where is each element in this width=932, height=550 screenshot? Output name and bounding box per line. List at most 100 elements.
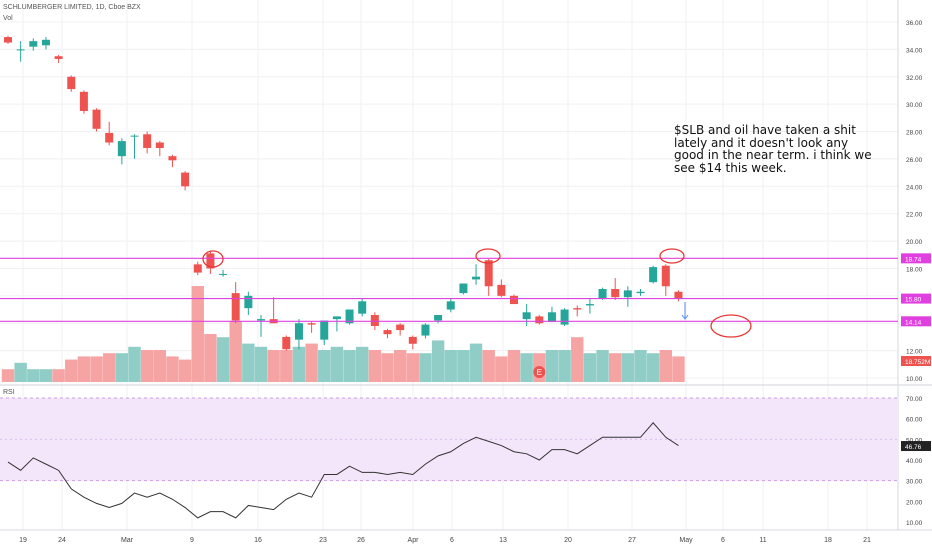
volume-bar	[191, 286, 204, 382]
volume-bar	[621, 353, 635, 382]
candle-body	[497, 284, 506, 296]
candle-body	[370, 315, 379, 326]
volume-bar	[368, 350, 382, 382]
volume-bars	[1, 286, 685, 382]
candle-body	[472, 276, 481, 280]
price-tick-label: 26.00	[906, 157, 923, 164]
drawn-circle	[475, 248, 501, 264]
price-tag-bg	[901, 316, 931, 327]
price-tick-label: 28.00	[906, 130, 923, 137]
price-tag-label: 15.80	[905, 297, 922, 304]
candle-body	[396, 324, 405, 331]
rsi-tick-label: 10.00	[906, 520, 923, 527]
volume-bar	[419, 353, 432, 382]
price-tick-label: 18.00	[906, 266, 923, 273]
price-tick-label: 36.00	[906, 20, 923, 27]
time-tick-label: 23	[319, 537, 327, 544]
candle-body	[484, 260, 493, 287]
volume-bar	[128, 346, 141, 382]
candle-body	[143, 134, 152, 148]
candle-body	[155, 142, 164, 148]
drawn-circle	[659, 248, 685, 264]
candle-body	[674, 291, 683, 299]
volume-bar	[1, 369, 15, 382]
time-tick-label: 26	[357, 537, 365, 544]
candle-body	[206, 253, 215, 269]
candle-body	[611, 289, 620, 298]
candle-body	[573, 308, 582, 310]
candle-body	[16, 49, 25, 51]
volume-bar	[646, 353, 660, 382]
volume-bar	[583, 353, 597, 382]
candle-body	[105, 132, 114, 143]
volume-bar	[659, 350, 672, 382]
volume-bar	[115, 353, 129, 382]
candle-body	[446, 301, 455, 310]
volume-bar	[495, 356, 508, 382]
candle-body	[282, 336, 291, 350]
drawings: E	[202, 248, 752, 378]
volume-bar	[267, 350, 280, 382]
price-tag-label: 14.14	[905, 319, 922, 326]
rsi-series	[7, 422, 679, 519]
price-tick-label: 24.00	[906, 184, 923, 191]
rsi-tick-label: 40.00	[906, 458, 923, 465]
time-tick-label: 6	[721, 537, 725, 544]
candle-body	[79, 91, 88, 111]
candle-body	[332, 316, 341, 320]
time-tick-label: 20	[564, 537, 572, 544]
rsi-tick-label: 50.00	[906, 437, 923, 444]
candle-body	[231, 293, 240, 321]
volume-bar	[406, 353, 419, 382]
candle-body	[522, 312, 531, 320]
candle-body	[307, 323, 316, 325]
price-tick-label: 22.00	[906, 212, 923, 219]
price-tick-label: 20.00	[906, 239, 923, 246]
volume-bar	[482, 350, 495, 382]
time-tick-label: 27	[628, 537, 636, 544]
volume-bar	[14, 362, 27, 382]
volume-bar	[292, 346, 306, 382]
chart-title: SCHLUMBERGER LIMITED, 1D, Cboe BZX	[3, 4, 141, 11]
volume-bar	[153, 350, 166, 382]
candle-body	[459, 283, 468, 294]
time-tick-label: 19	[19, 537, 27, 544]
time-tick-label: 21	[863, 537, 871, 544]
candle-body	[130, 135, 139, 137]
candle-body	[117, 141, 126, 157]
volume-bar	[305, 343, 318, 382]
time-tick-label: 6	[450, 537, 454, 544]
candle-body	[623, 290, 632, 298]
time-tick-label: Mar	[121, 537, 134, 544]
candle-body	[54, 56, 63, 59]
rsi-tag-bg	[901, 441, 931, 452]
candle-body	[92, 109, 101, 129]
volume-bar	[216, 337, 230, 382]
annotation-text: $SLB and oil have taken a shit lately an…	[674, 123, 872, 175]
drawn-circle	[202, 250, 224, 268]
candle-body	[41, 39, 50, 46]
rsi-tick-label: 60.00	[906, 417, 923, 424]
volume-bar	[178, 359, 192, 382]
volume-label: Vol	[3, 15, 13, 22]
volume-bar	[545, 350, 559, 382]
rsi-tick-label: 70.00	[906, 396, 923, 403]
volume-bar	[280, 350, 293, 382]
volume-bar	[609, 353, 622, 382]
rsi-tick-label: 30.00	[906, 479, 923, 486]
price-tag-bg	[901, 253, 931, 264]
volume-bar	[77, 356, 91, 382]
volume-bar	[166, 356, 179, 382]
candle-body	[408, 336, 417, 344]
time-tick-label: 24	[58, 537, 66, 544]
rsi-line	[7, 422, 679, 519]
candle-body	[67, 76, 76, 90]
rsi-band	[0, 397, 898, 482]
volume-bar	[330, 346, 344, 382]
time-tick-label: 13	[499, 537, 507, 544]
volume-bar	[558, 350, 571, 382]
volume-bar	[444, 350, 457, 382]
volume-bar	[634, 350, 647, 382]
candle-body	[547, 312, 556, 322]
